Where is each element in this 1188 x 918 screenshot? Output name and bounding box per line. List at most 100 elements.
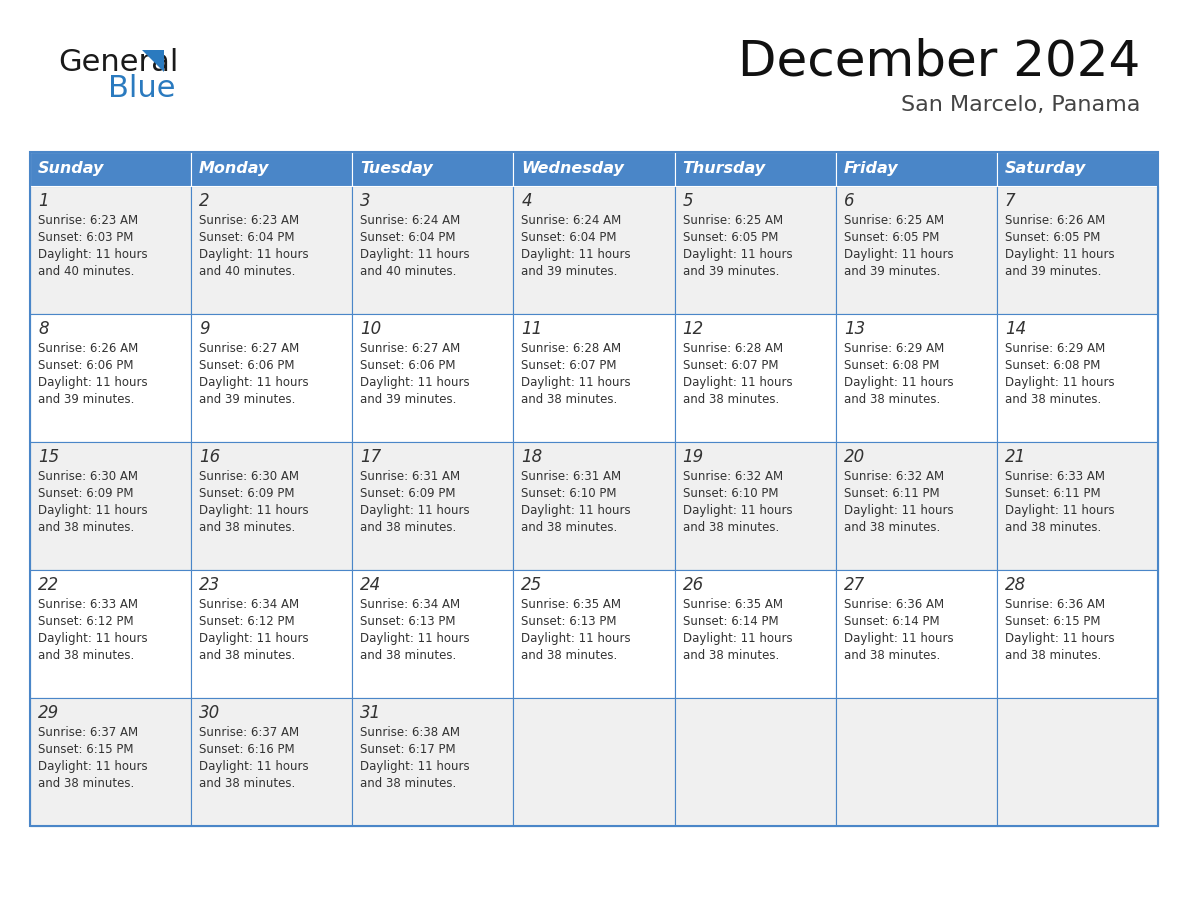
Text: Monday: Monday: [200, 162, 270, 176]
Text: Daylight: 11 hours: Daylight: 11 hours: [683, 632, 792, 645]
Text: Sunrise: 6:28 AM: Sunrise: 6:28 AM: [683, 342, 783, 355]
Text: and 38 minutes.: and 38 minutes.: [683, 393, 779, 406]
Text: Sunset: 6:08 PM: Sunset: 6:08 PM: [1005, 359, 1100, 372]
Text: 17: 17: [360, 448, 381, 466]
Text: 30: 30: [200, 704, 221, 722]
Text: Daylight: 11 hours: Daylight: 11 hours: [843, 632, 953, 645]
FancyBboxPatch shape: [513, 698, 675, 826]
Text: Daylight: 11 hours: Daylight: 11 hours: [38, 504, 147, 517]
Text: Sunset: 6:04 PM: Sunset: 6:04 PM: [522, 231, 617, 244]
FancyBboxPatch shape: [30, 314, 191, 442]
Text: Sunrise: 6:27 AM: Sunrise: 6:27 AM: [360, 342, 461, 355]
Text: and 39 minutes.: and 39 minutes.: [38, 393, 134, 406]
Text: Sunset: 6:10 PM: Sunset: 6:10 PM: [522, 487, 617, 500]
FancyBboxPatch shape: [675, 442, 835, 570]
Text: Sunset: 6:13 PM: Sunset: 6:13 PM: [360, 615, 456, 628]
Text: and 39 minutes.: and 39 minutes.: [683, 265, 779, 278]
Text: San Marcelo, Panama: San Marcelo, Panama: [901, 95, 1140, 115]
Text: Daylight: 11 hours: Daylight: 11 hours: [1005, 248, 1114, 261]
Text: Sunset: 6:06 PM: Sunset: 6:06 PM: [360, 359, 456, 372]
Text: Sunset: 6:07 PM: Sunset: 6:07 PM: [522, 359, 617, 372]
FancyBboxPatch shape: [30, 186, 191, 314]
Text: and 38 minutes.: and 38 minutes.: [38, 777, 134, 790]
Text: Daylight: 11 hours: Daylight: 11 hours: [522, 632, 631, 645]
Text: Sunrise: 6:25 AM: Sunrise: 6:25 AM: [843, 214, 943, 227]
Text: and 38 minutes.: and 38 minutes.: [200, 649, 296, 662]
Text: Sunset: 6:09 PM: Sunset: 6:09 PM: [38, 487, 133, 500]
Text: Daylight: 11 hours: Daylight: 11 hours: [683, 504, 792, 517]
Text: and 40 minutes.: and 40 minutes.: [38, 265, 134, 278]
Text: Sunrise: 6:37 AM: Sunrise: 6:37 AM: [38, 726, 138, 739]
Text: and 38 minutes.: and 38 minutes.: [360, 777, 456, 790]
Text: 18: 18: [522, 448, 543, 466]
Text: Daylight: 11 hours: Daylight: 11 hours: [200, 760, 309, 773]
FancyBboxPatch shape: [30, 698, 191, 826]
Text: Daylight: 11 hours: Daylight: 11 hours: [38, 376, 147, 389]
Polygon shape: [143, 50, 164, 72]
FancyBboxPatch shape: [997, 186, 1158, 314]
Text: Daylight: 11 hours: Daylight: 11 hours: [1005, 376, 1114, 389]
Text: and 38 minutes.: and 38 minutes.: [683, 649, 779, 662]
Text: Sunrise: 6:32 AM: Sunrise: 6:32 AM: [683, 470, 783, 483]
Text: 27: 27: [843, 576, 865, 594]
Text: Sunrise: 6:31 AM: Sunrise: 6:31 AM: [522, 470, 621, 483]
FancyBboxPatch shape: [353, 186, 513, 314]
Text: Sunrise: 6:23 AM: Sunrise: 6:23 AM: [38, 214, 138, 227]
Text: Daylight: 11 hours: Daylight: 11 hours: [843, 504, 953, 517]
Text: 28: 28: [1005, 576, 1026, 594]
FancyBboxPatch shape: [353, 698, 513, 826]
Text: Sunset: 6:05 PM: Sunset: 6:05 PM: [1005, 231, 1100, 244]
FancyBboxPatch shape: [353, 314, 513, 442]
FancyBboxPatch shape: [353, 442, 513, 570]
Text: Daylight: 11 hours: Daylight: 11 hours: [360, 504, 470, 517]
Text: Sunset: 6:11 PM: Sunset: 6:11 PM: [843, 487, 940, 500]
Text: Daylight: 11 hours: Daylight: 11 hours: [843, 376, 953, 389]
Text: Saturday: Saturday: [1005, 162, 1086, 176]
Text: Sunrise: 6:27 AM: Sunrise: 6:27 AM: [200, 342, 299, 355]
Text: Daylight: 11 hours: Daylight: 11 hours: [683, 376, 792, 389]
Text: and 38 minutes.: and 38 minutes.: [1005, 649, 1101, 662]
FancyBboxPatch shape: [997, 314, 1158, 442]
Text: Daylight: 11 hours: Daylight: 11 hours: [360, 632, 470, 645]
FancyBboxPatch shape: [30, 570, 191, 698]
Text: 12: 12: [683, 320, 703, 338]
Text: 10: 10: [360, 320, 381, 338]
FancyBboxPatch shape: [675, 152, 835, 186]
Text: 31: 31: [360, 704, 381, 722]
Text: Sunday: Sunday: [38, 162, 105, 176]
Text: Sunrise: 6:29 AM: Sunrise: 6:29 AM: [1005, 342, 1105, 355]
FancyBboxPatch shape: [191, 152, 353, 186]
Text: Sunrise: 6:38 AM: Sunrise: 6:38 AM: [360, 726, 460, 739]
FancyBboxPatch shape: [835, 442, 997, 570]
Text: Sunset: 6:04 PM: Sunset: 6:04 PM: [360, 231, 456, 244]
Text: 6: 6: [843, 192, 854, 210]
Text: Sunset: 6:06 PM: Sunset: 6:06 PM: [200, 359, 295, 372]
FancyBboxPatch shape: [997, 152, 1158, 186]
Text: Sunset: 6:14 PM: Sunset: 6:14 PM: [683, 615, 778, 628]
Text: and 38 minutes.: and 38 minutes.: [843, 649, 940, 662]
Text: 11: 11: [522, 320, 543, 338]
Text: Daylight: 11 hours: Daylight: 11 hours: [1005, 504, 1114, 517]
Text: Sunset: 6:15 PM: Sunset: 6:15 PM: [38, 743, 133, 756]
FancyBboxPatch shape: [835, 186, 997, 314]
Text: Sunset: 6:05 PM: Sunset: 6:05 PM: [683, 231, 778, 244]
Text: Blue: Blue: [108, 74, 176, 103]
Text: and 38 minutes.: and 38 minutes.: [522, 649, 618, 662]
Text: Daylight: 11 hours: Daylight: 11 hours: [200, 632, 309, 645]
FancyBboxPatch shape: [353, 570, 513, 698]
Text: Sunrise: 6:24 AM: Sunrise: 6:24 AM: [360, 214, 461, 227]
Text: 25: 25: [522, 576, 543, 594]
Text: 16: 16: [200, 448, 221, 466]
FancyBboxPatch shape: [513, 186, 675, 314]
Text: Sunrise: 6:23 AM: Sunrise: 6:23 AM: [200, 214, 299, 227]
FancyBboxPatch shape: [675, 698, 835, 826]
Text: and 38 minutes.: and 38 minutes.: [38, 649, 134, 662]
FancyBboxPatch shape: [835, 570, 997, 698]
Text: and 39 minutes.: and 39 minutes.: [843, 265, 940, 278]
FancyBboxPatch shape: [513, 570, 675, 698]
Text: 15: 15: [38, 448, 59, 466]
Text: 23: 23: [200, 576, 221, 594]
Text: Sunset: 6:08 PM: Sunset: 6:08 PM: [843, 359, 939, 372]
Text: 7: 7: [1005, 192, 1016, 210]
Text: Daylight: 11 hours: Daylight: 11 hours: [200, 248, 309, 261]
